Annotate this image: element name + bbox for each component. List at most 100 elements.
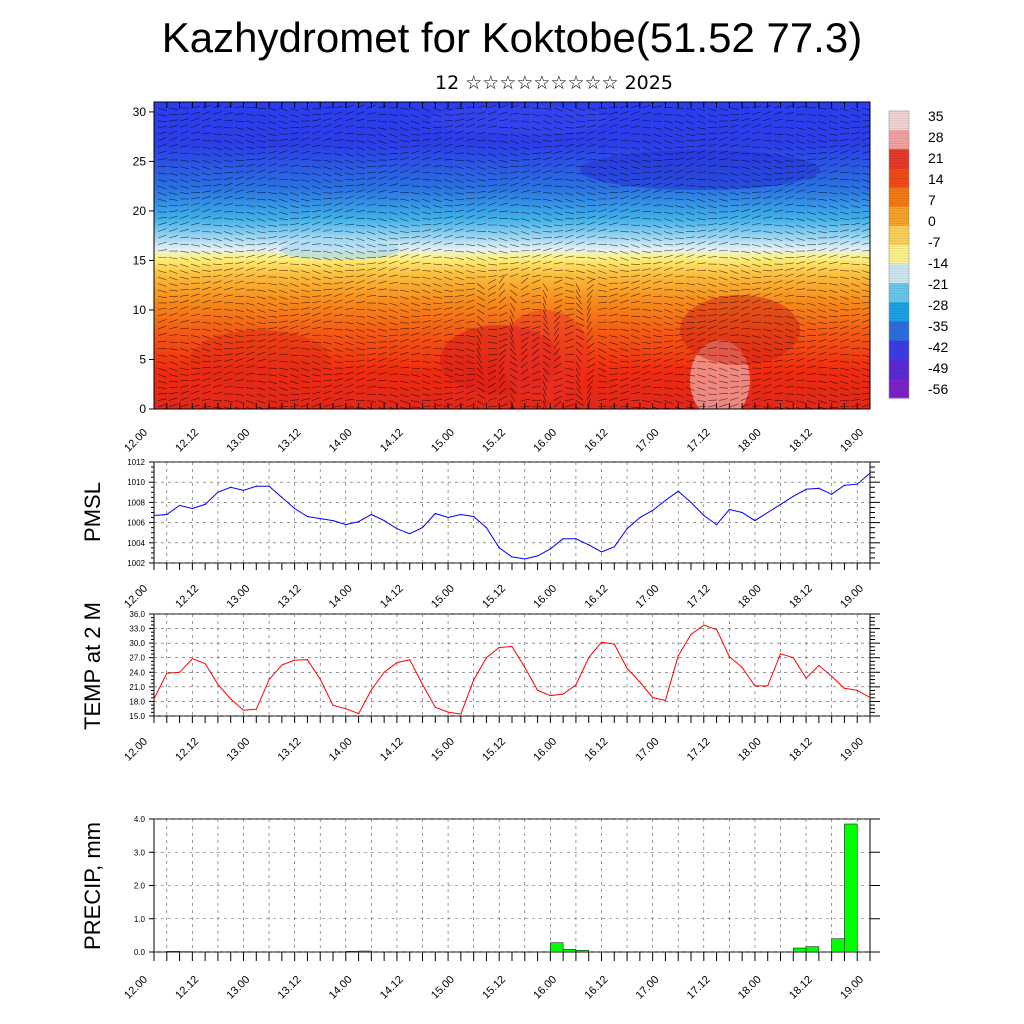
- x-tick-label: 16.00: [531, 583, 559, 611]
- colorbar-label: -14: [928, 255, 948, 271]
- data-point: [536, 555, 539, 557]
- x-tick-label: 12.00: [122, 427, 150, 455]
- data-point: [191, 658, 193, 660]
- data-point: [536, 689, 539, 691]
- x-tick-label: 19.00: [838, 427, 866, 455]
- data-point: [485, 527, 488, 529]
- x-tick-label: 14.00: [327, 736, 355, 764]
- data-point: [805, 677, 807, 679]
- data-point: [294, 659, 296, 661]
- x-tick-label: 19.00: [838, 583, 866, 611]
- data-point: [524, 558, 526, 560]
- y-tick-label: 0.0: [134, 948, 146, 957]
- data-point: [255, 708, 257, 710]
- x-tick-label: 14.12: [378, 974, 406, 1002]
- data-point: [715, 628, 718, 631]
- data-point: [754, 519, 756, 522]
- precipitation-panel: 0.0 1.0 2.0 3.0 4.0 PRECIP, mm 12.00 12.12 13.00…: [80, 815, 880, 1002]
- y-tick-label: 5: [139, 352, 146, 366]
- data-point: [728, 656, 730, 658]
- x-tick-label: 17.12: [685, 974, 713, 1002]
- y-axis-title: PMSL: [80, 482, 105, 542]
- data-point: [843, 484, 846, 486]
- data-point: [664, 699, 667, 702]
- x-tick-label: 13.12: [276, 583, 304, 611]
- data-point: [319, 517, 321, 520]
- data-point: [421, 683, 424, 686]
- data-point: [831, 493, 833, 495]
- colorbar-swatch: [889, 378, 909, 399]
- heatmap-blob: [190, 330, 330, 390]
- x-tick-label: 12.12: [173, 427, 201, 455]
- y-tick-label: 33.0: [129, 625, 145, 634]
- data-point: [741, 666, 743, 669]
- data-point: [779, 653, 782, 655]
- x-tick-label: 12.00: [122, 736, 150, 764]
- data-point: [345, 524, 347, 526]
- precip-bar: [358, 950, 372, 953]
- data-point: [639, 516, 641, 519]
- data-point: [703, 514, 705, 517]
- data-point: [818, 487, 820, 489]
- data-point: [409, 659, 411, 661]
- x-tick-label: 13.00: [224, 583, 252, 611]
- data-point: [767, 511, 769, 514]
- data-point: [588, 544, 590, 546]
- data-point: [319, 678, 321, 680]
- y-tick-label: 10: [133, 303, 147, 317]
- data-point: [626, 667, 628, 670]
- colorbar-swatch: [889, 264, 909, 284]
- x-tick-label: 14.00: [327, 583, 355, 611]
- data-point: [639, 681, 641, 683]
- x-tick-label: 16.12: [582, 736, 610, 764]
- data-point: [332, 519, 334, 522]
- precip-bar: [844, 823, 858, 953]
- x-tick-label: 13.12: [276, 427, 304, 455]
- data-point: [191, 507, 193, 510]
- colorbar-frame: [888, 110, 910, 399]
- colorbar-label: -42: [928, 339, 948, 355]
- plot-frame: [153, 613, 871, 717]
- x-tick-label: 14.00: [327, 427, 355, 455]
- data-point: [779, 503, 782, 506]
- heatmap-blob: [680, 295, 800, 365]
- colorbar-label: 7: [928, 192, 936, 208]
- data-point: [677, 490, 679, 492]
- data-point: [869, 472, 871, 474]
- data-point: [754, 685, 756, 687]
- y-tick-label: 1006: [127, 519, 145, 528]
- colorbar-label: -35: [928, 318, 948, 334]
- x-tick-label: 18.00: [736, 427, 764, 455]
- colorbar-label: 21: [928, 150, 944, 166]
- data-point: [230, 698, 232, 700]
- precip-bar: [575, 950, 589, 953]
- x-tick-label: 19.00: [838, 736, 866, 764]
- x-tick-label: 14.00: [327, 974, 355, 1002]
- colorbar-swatch: [889, 206, 909, 227]
- x-tick-label: 12.00: [122, 974, 150, 1002]
- x-tick-label: 15.12: [480, 583, 508, 611]
- data-point: [345, 708, 347, 710]
- data-point: [549, 695, 551, 697]
- x-tick-label: 19.00: [838, 974, 866, 1002]
- x-tick-label: 17.12: [685, 736, 713, 764]
- y-tick-label: 1010: [127, 478, 145, 487]
- colorbar-swatch: [889, 187, 909, 208]
- data-point: [498, 646, 500, 649]
- colorbar-label: -21: [928, 276, 948, 292]
- x-tick-label: 17.00: [634, 736, 662, 764]
- y-axis-title: TEMP at 2 M: [80, 602, 105, 730]
- data-point: [600, 551, 603, 553]
- x-tick-label: 14.12: [378, 427, 406, 455]
- data-point: [396, 528, 398, 530]
- data-point: [485, 657, 488, 659]
- plot-frame: [153, 461, 871, 564]
- x-tick-label: 15.12: [480, 427, 508, 455]
- x-tick-label: 12.12: [173, 974, 201, 1002]
- data-point: [677, 655, 679, 657]
- colorbar-swatch: [889, 359, 909, 380]
- data-point: [831, 675, 833, 677]
- data-point: [242, 709, 245, 711]
- data-point: [511, 645, 513, 648]
